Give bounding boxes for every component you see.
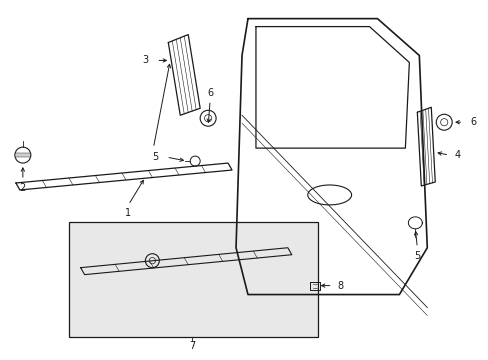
Text: 5: 5 bbox=[413, 251, 420, 261]
Text: 2: 2 bbox=[20, 183, 26, 193]
Text: 7: 7 bbox=[189, 341, 195, 351]
Text: 6: 6 bbox=[206, 88, 213, 98]
Text: 5: 5 bbox=[152, 152, 158, 162]
Text: 1: 1 bbox=[125, 208, 131, 218]
Bar bbox=[68, 222, 317, 337]
Text: 3: 3 bbox=[142, 55, 148, 66]
Text: 8: 8 bbox=[337, 280, 343, 291]
Text: 6: 6 bbox=[469, 117, 475, 127]
Text: 4: 4 bbox=[453, 150, 459, 160]
